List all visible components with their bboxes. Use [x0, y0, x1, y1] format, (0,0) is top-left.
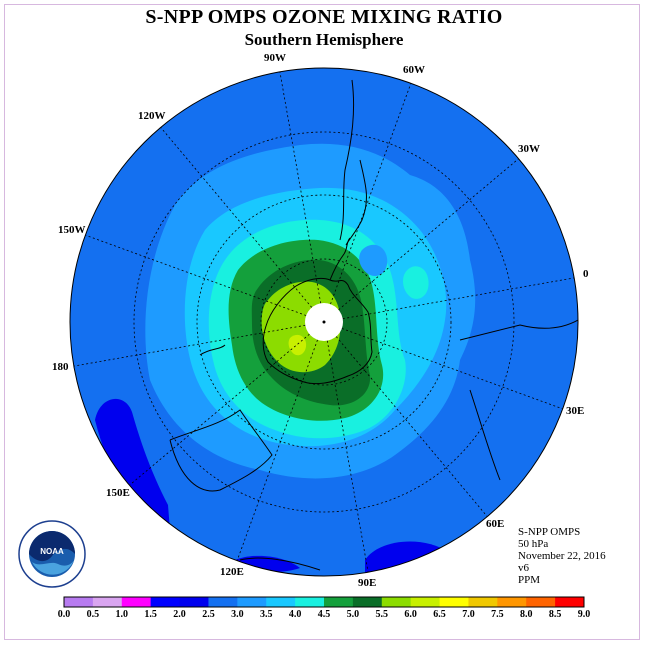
lon-label-150w: 150W	[58, 224, 86, 236]
colorbar-tick-label: 2.0	[173, 609, 186, 620]
south-pole-dot	[322, 320, 326, 324]
lon-label-120w: 120W	[138, 110, 166, 122]
latitude-circle	[133, 131, 515, 513]
colorbar-tick-label: 8.5	[548, 609, 562, 620]
contour-6-0	[288, 334, 307, 356]
noaa-logo: NOAA	[18, 520, 86, 588]
colorbar-tick-label: 4.0	[288, 609, 302, 620]
colorbar-tick-label: 3.5	[259, 609, 273, 620]
meridian-line	[129, 333, 310, 486]
colorbar-tick-label: 5.0	[346, 609, 360, 620]
new-zealand-coast	[199, 344, 226, 356]
latitude-circle	[196, 194, 452, 450]
colorbar-swatch	[324, 597, 354, 607]
australia-coast	[169, 409, 273, 492]
lon-label-180: 180	[52, 361, 69, 373]
colorbar-swatch	[179, 597, 209, 607]
colorbar-swatch	[439, 597, 469, 607]
meridian-line	[326, 340, 369, 573]
lon-label-30w: 30W	[518, 143, 540, 155]
colorbar-tick-label: 9.0	[577, 609, 591, 620]
meridian-line	[73, 324, 306, 367]
lon-label-120e: 120E	[220, 566, 244, 578]
graticule	[73, 71, 575, 573]
colorbar-border	[63, 596, 585, 608]
colorbar-swatch	[381, 597, 412, 607]
contour-2-0-patch-west	[95, 398, 170, 530]
lon-label-60e: 60E	[486, 518, 505, 530]
meridian-line	[160, 127, 313, 308]
colorbar-swatch	[497, 597, 527, 607]
colorbar-tick-label: 1.0	[115, 609, 129, 620]
noaa-logo-text: NOAA	[40, 547, 64, 556]
colorbar-tick-label: 6.5	[433, 609, 446, 620]
colorbar-swatch	[410, 597, 441, 607]
colorbar-swatch	[555, 597, 585, 607]
lon-label-90e: 90E	[358, 577, 377, 589]
colorbar-tick-label: 8.0	[519, 609, 533, 620]
colorbar-swatch	[92, 597, 123, 607]
meridian-line	[279, 71, 322, 304]
colorbar-tick-label: 3.0	[231, 609, 244, 620]
colorbar-swatch	[150, 597, 181, 607]
colorbar-tick-label: 0.5	[86, 609, 100, 620]
colorbar-swatch	[468, 597, 498, 607]
colorbar-tick-label: 2.5	[202, 609, 215, 620]
colorbar-swatch	[208, 597, 238, 607]
colorbar-tick-label: 5.5	[375, 609, 389, 620]
colorbar-tick-label: 7.5	[491, 609, 504, 620]
info-pressure: 50 hPa	[518, 538, 549, 550]
south-america-coast	[339, 79, 367, 246]
meridian-line	[85, 234, 307, 316]
colorbar-tick-label: 7.0	[462, 609, 475, 620]
colorbar-tick-label: 1.5	[144, 609, 157, 620]
lon-label-0: 0	[583, 268, 589, 280]
meridian-line	[330, 83, 412, 305]
info-units: PPM	[518, 574, 541, 586]
colorbar-swatch	[64, 597, 94, 607]
colorbar-swatch	[266, 597, 296, 607]
map-title: S-NPP OMPS OZONE MIXING RATIO	[145, 6, 503, 28]
coastlines	[99, 79, 578, 576]
map-subtitle: Southern Hemisphere	[244, 30, 404, 49]
colorbar-swatch	[352, 597, 383, 607]
contour-3-0-island	[359, 244, 388, 277]
lon-label-60w: 60W	[403, 64, 425, 76]
antarctica-coast	[262, 277, 373, 385]
lon-label-30e: 30E	[566, 405, 585, 417]
meridian-line	[236, 339, 318, 561]
contour-4-0-island	[402, 266, 429, 299]
colorbar-tick-label: 4.5	[317, 609, 331, 620]
latitude-circle	[260, 258, 388, 386]
meridian-line	[341, 328, 563, 410]
colorbar-tick-label: 6.0	[404, 609, 417, 620]
colorbar-tick-label: 0.0	[57, 609, 71, 620]
colorbar-swatch	[526, 597, 556, 607]
africa-coast	[459, 319, 578, 481]
lon-label-150e: 150E	[106, 487, 130, 499]
figure-frame	[4, 4, 640, 640]
info-date: November 22, 2016	[518, 550, 606, 562]
meridian-line	[338, 158, 519, 311]
meridian-line	[335, 336, 488, 517]
lon-label-90w: 90W	[264, 52, 286, 64]
colorbar-swatch	[237, 597, 267, 607]
globe-outline	[69, 67, 579, 577]
info-version: v6	[518, 562, 529, 574]
colorbar-swatch	[295, 597, 325, 607]
colorbar-swatch	[121, 597, 152, 607]
meridian-line	[342, 277, 575, 320]
info-instrument: S-NPP OMPS	[518, 526, 581, 538]
